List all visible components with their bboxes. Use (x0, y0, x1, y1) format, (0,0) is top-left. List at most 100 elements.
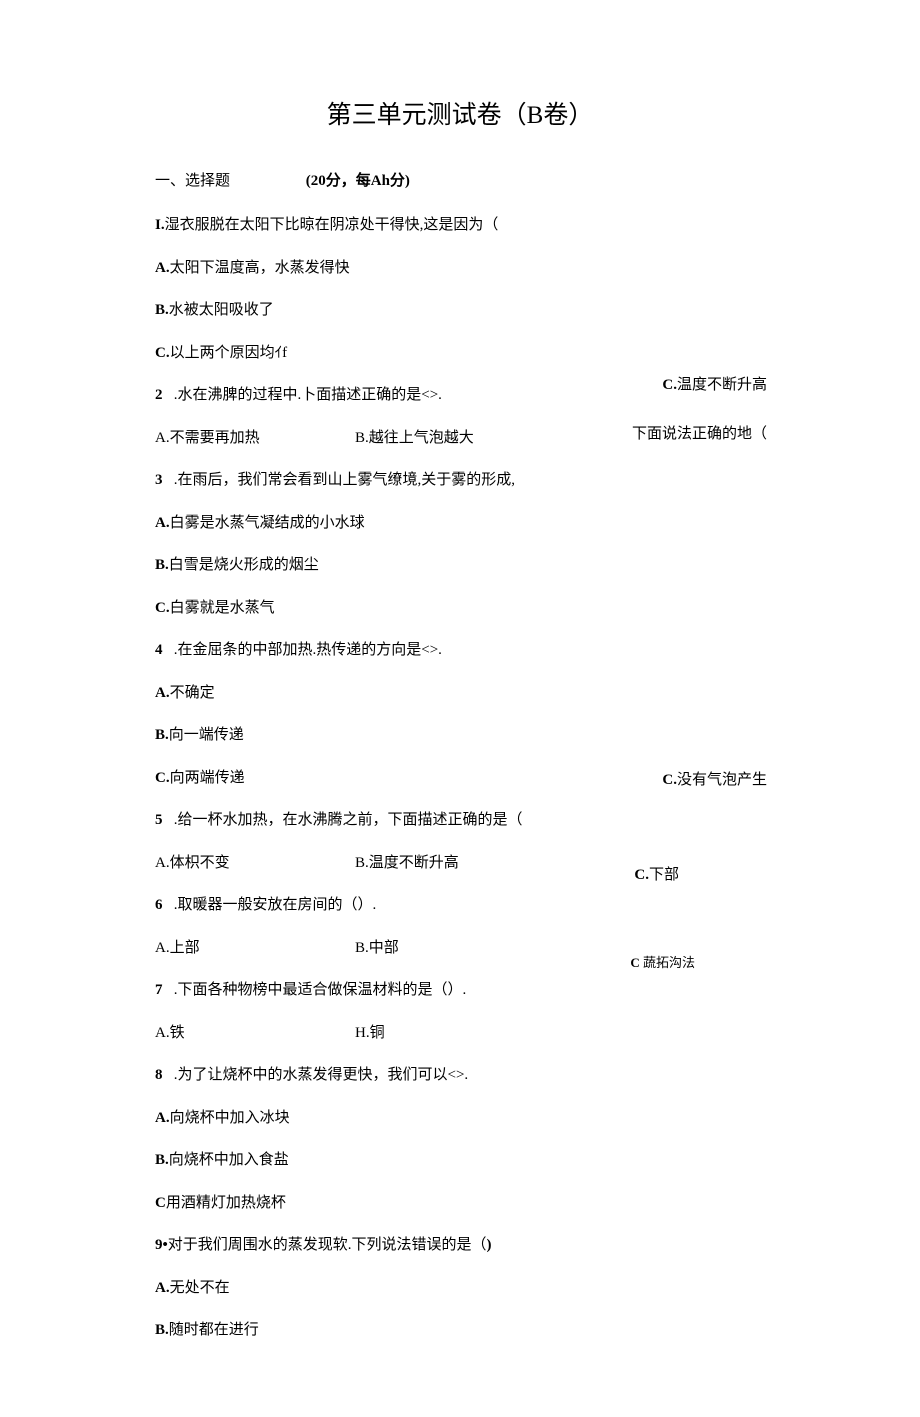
option-text: 向一端传递 (169, 727, 244, 743)
q5-option-c: C.没有气泡产生 (662, 769, 767, 792)
q3-right-text: 下面说法正确的地（ (632, 423, 767, 446)
option-letter: B. (355, 940, 369, 956)
q3-number: 3 (155, 472, 163, 488)
option-letter: C. (155, 770, 170, 786)
option-letter: H. (355, 1025, 370, 1041)
q8-option-b: B.向烧杯中加入食盐 (155, 1149, 765, 1172)
q9-option-b: B.随时都在进行 (155, 1319, 765, 1342)
question-5: 5 .给一杯水加热，在水沸腾之前，下面描述正确的是（ (155, 809, 765, 832)
question-8: 8 .为了让烧杯中的水蒸发得更快，我们可以<>. (155, 1064, 765, 1087)
q1-number: I. (155, 217, 165, 233)
q5-stem: 给一杯水加热，在水沸腾之前，下面描述正确的是（ (178, 812, 523, 828)
q6-number: 6 (155, 897, 163, 913)
question-2: 2 .水在沸脾的过程中.卜面描述正确的是<>. C.温度不断升高 (155, 384, 765, 407)
q8-stem: 为了让烧杯中的水蒸发得更快，我们可以<>. (178, 1067, 469, 1083)
option-letter: A. (155, 1280, 170, 1296)
q6-options-ab: A.上部 B.中部 C 蔬拓沟法 (155, 937, 765, 960)
option-text: 随时都在进行 (169, 1322, 259, 1338)
option-letter: B. (155, 727, 169, 743)
page-title: 第三单元测试卷（B卷） (155, 95, 765, 131)
q2-number: 2 (155, 387, 163, 403)
q3-stem: 在雨后，我们常会看到山上雾气缭境,关于雾的形成, (178, 472, 516, 488)
q2-options-ab: A.不需要再加热 B.越往上气泡越大 下面说法正确的地（ (155, 427, 765, 450)
option-text: 水被太阳吸收了 (169, 302, 274, 318)
option-text: 向烧杯中加入冰块 (170, 1110, 290, 1126)
option-letter: C (155, 1195, 166, 1211)
q8-option-a: A.向烧杯中加入冰块 (155, 1107, 765, 1130)
option-text: 温度不断升高 (677, 377, 767, 393)
q2-option-b: B.越往上气泡越大 (355, 427, 575, 450)
option-letter: C. (155, 600, 170, 616)
q6-option-c: C.下部 (634, 864, 679, 887)
q7-stem: 下面各种物榜中最适合做保温材料的是（）. (178, 982, 467, 998)
option-text: 温度不断升高 (369, 855, 459, 871)
option-text: 白雾就是水蒸气 (170, 600, 275, 616)
q2-stem: 水在沸脾的过程中.卜面描述正确的是<>. (178, 387, 442, 403)
section-points: (20分，每Ah分) (306, 173, 410, 189)
q2-option-c: C.温度不断升高 (662, 374, 767, 397)
option-text: 不需要再加热 (170, 430, 260, 446)
q7-option-a: A.铁 (155, 1022, 355, 1045)
option-text: 向两端传递 (170, 770, 245, 786)
q4-option-c: C.向两端传递 C.没有气泡产生 (155, 767, 765, 790)
option-letter: C (630, 955, 639, 970)
option-text: 向烧杯中加入食盐 (169, 1152, 289, 1168)
q5-number: 5 (155, 812, 163, 828)
option-letter: B. (155, 1322, 169, 1338)
option-text: 用酒精灯加热烧杯 (166, 1195, 286, 1211)
q4-option-b: B.向一端传递 (155, 724, 765, 747)
option-text: 铁 (170, 1025, 185, 1041)
q3-option-b: B.白雪是烧火形成的烟尘 (155, 554, 765, 577)
option-letter: B. (355, 430, 369, 446)
option-text: 下部 (649, 867, 679, 883)
q2-option-a: A.不需要再加热 (155, 427, 355, 450)
q5-options-ab: A.体枳不变 B.温度不断升高 C.下部 (155, 852, 765, 875)
q6-stem: 取暖器一般安放在房间的（）. (178, 897, 377, 913)
option-text: 铜 (370, 1025, 385, 1041)
q1-option-a: A.太阳下温度高，水蒸发得快 (155, 257, 765, 280)
option-letter: A. (155, 685, 170, 701)
q8-number: 8 (155, 1067, 163, 1083)
option-text: 越往上气泡越大 (369, 430, 474, 446)
question-3: 3 .在雨后，我们常会看到山上雾气缭境,关于雾的形成, (155, 469, 765, 492)
option-text: 上部 (170, 940, 200, 956)
option-text: 没有气泡产生 (677, 772, 767, 788)
option-text: 中部 (369, 940, 399, 956)
q7-number: 7 (155, 982, 163, 998)
question-4: 4 .在金屈条的中部加热.热传递的方向是<>. (155, 639, 765, 662)
q7-option-b: H.铜 (355, 1022, 575, 1045)
option-letter: A. (155, 940, 170, 956)
option-letter: A. (155, 430, 170, 446)
q3-option-a: A.白雾是水蒸气凝结成的小水球 (155, 512, 765, 535)
question-7: 7 .下面各种物榜中最适合做保温材料的是（）. (155, 979, 765, 1002)
question-6: 6 .取暖器一般安放在房间的（）. (155, 894, 765, 917)
q4-option-a: A.不确定 (155, 682, 765, 705)
q9-number: 9• (155, 1237, 168, 1253)
q9-paren: ) (487, 1237, 492, 1253)
q1-stem: 湿衣服脱在太阳下比晾在阴凉处干得快,这是因为（ (165, 217, 499, 233)
option-letter: C. (155, 345, 170, 361)
question-1: I.湿衣服脱在太阳下比晾在阴凉处干得快,这是因为（ (155, 214, 765, 237)
section-label: 一、选择题 (155, 173, 230, 189)
option-text: 蔬拓沟法 (643, 955, 695, 970)
option-letter: B. (355, 855, 369, 871)
q1-option-c: C.以上两个原因均ｲf (155, 342, 765, 365)
option-text: 以上两个原因均ｲf (170, 345, 288, 361)
question-9: 9•对于我们周围水的蒸发现软.下列说法错误的是（) (155, 1234, 765, 1257)
q3-option-c: C.白雾就是水蒸气 (155, 597, 765, 620)
option-letter: B. (155, 1152, 169, 1168)
option-text: 不确定 (170, 685, 215, 701)
option-text: 白雾是水蒸气凝结成的小水球 (170, 515, 365, 531)
option-text: 体枳不变 (170, 855, 230, 871)
q5-option-b: B.温度不断升高 (355, 852, 575, 875)
option-letter: C. (634, 867, 649, 883)
option-text: 太阳下温度高，水蒸发得快 (170, 260, 350, 276)
option-letter: C. (662, 772, 677, 788)
q7-option-c: C 蔬拓沟法 (630, 953, 695, 973)
option-letter: A. (155, 260, 170, 276)
option-letter: A. (155, 1110, 170, 1126)
q7-options-ab: A.铁 H.铜 (155, 1022, 765, 1045)
option-text: 白雪是烧火形成的烟尘 (169, 557, 319, 573)
q9-option-a: A.无处不在 (155, 1277, 765, 1300)
option-letter: A. (155, 1025, 170, 1041)
